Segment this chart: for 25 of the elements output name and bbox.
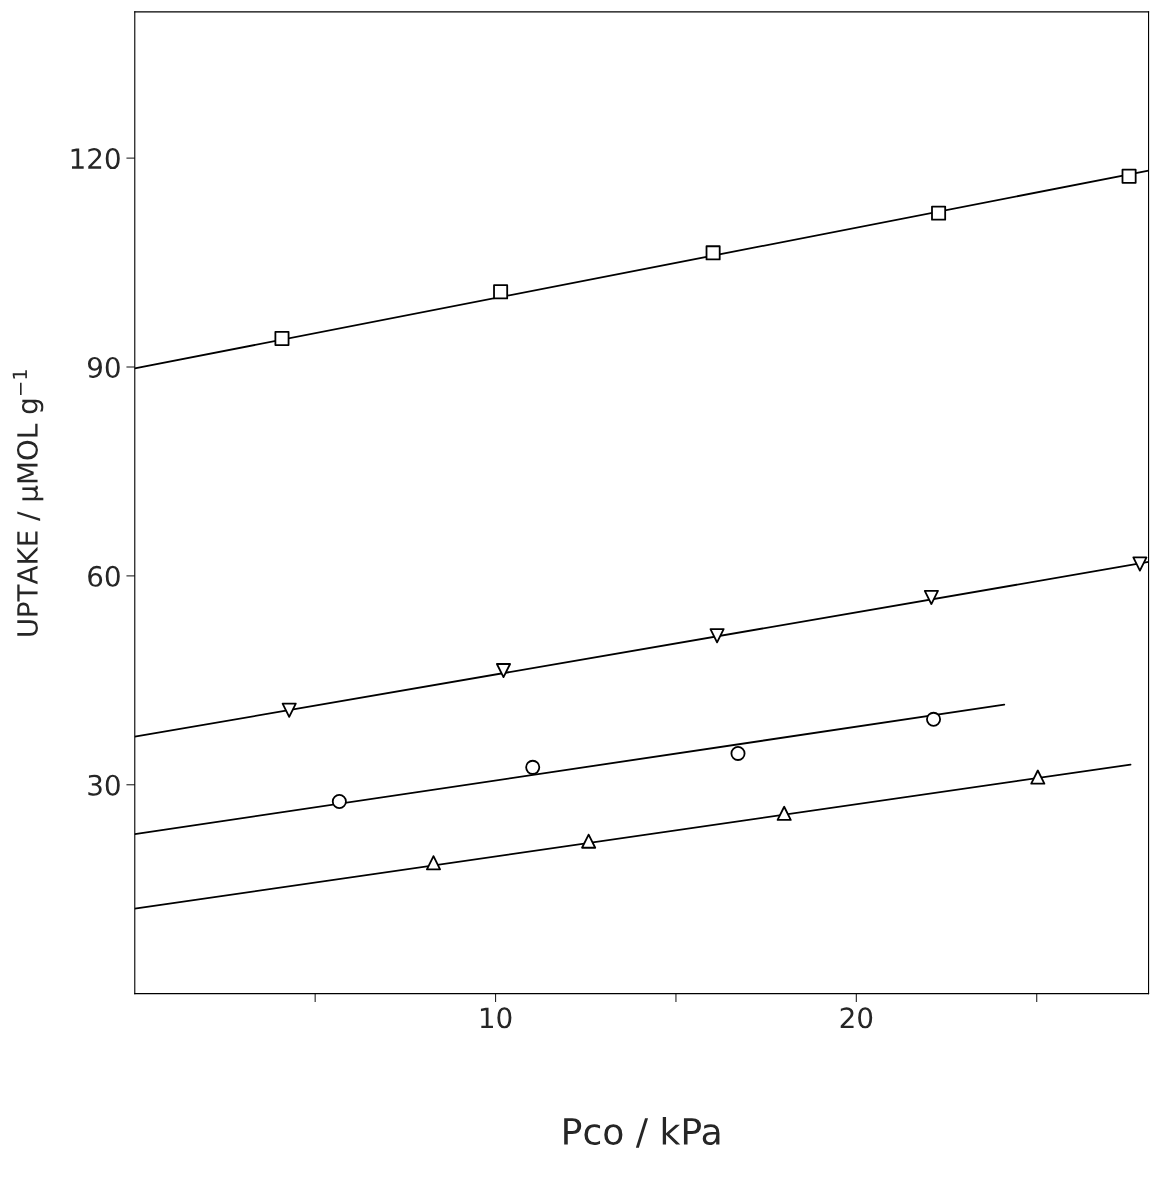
x-tick-label: 10 — [480, 1007, 512, 1029]
point — [525, 759, 541, 775]
point — [281, 702, 297, 718]
y-tick-label: 60 — [88, 565, 120, 587]
point — [926, 711, 942, 727]
point — [426, 855, 441, 871]
point — [923, 589, 939, 605]
point — [331, 793, 347, 809]
x-axis-title: Pco / kPa — [564, 1117, 720, 1148]
point — [709, 628, 725, 644]
point — [1121, 168, 1137, 184]
point — [931, 205, 947, 221]
y-tick-label: 120 — [71, 148, 120, 170]
point — [1030, 769, 1046, 785]
point — [493, 284, 509, 300]
y-axis-title: UPTAKE / μMOL g$^{−1}$ — [12, 370, 44, 636]
point — [274, 330, 290, 346]
y-tick-label: 90 — [87, 356, 120, 378]
point — [705, 245, 721, 261]
y-tick-label: 30 — [88, 774, 120, 796]
point — [730, 745, 746, 761]
point — [776, 805, 792, 821]
x-tick-label: 20 — [840, 1007, 873, 1029]
point — [1132, 556, 1148, 572]
point — [581, 833, 597, 849]
